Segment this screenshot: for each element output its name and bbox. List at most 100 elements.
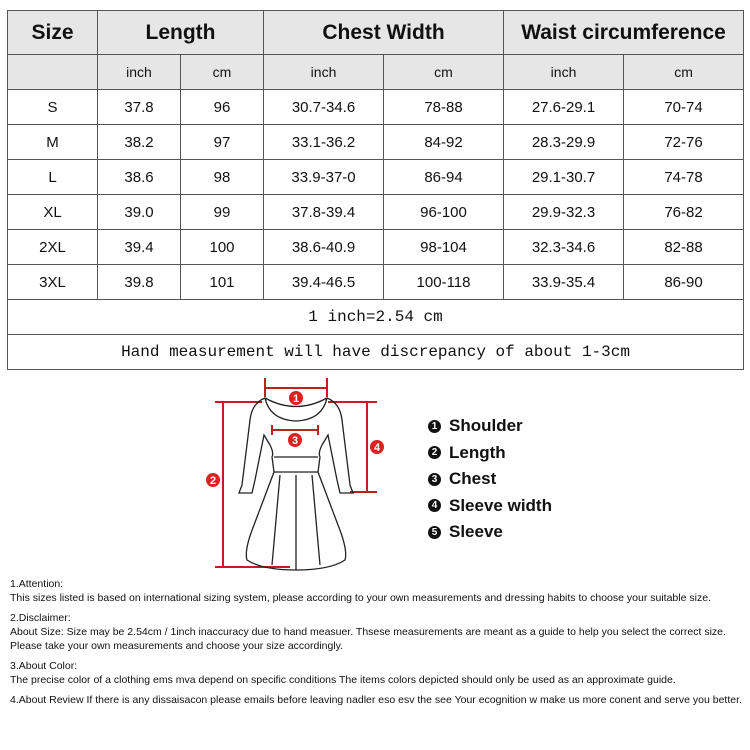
table-cell: 98 xyxy=(179,159,265,195)
table-cell: 39.4-46.5 xyxy=(263,264,385,300)
unit: cm xyxy=(623,54,745,90)
legend-item: 4 Sleeve width xyxy=(428,493,552,520)
table-cell: 100-118 xyxy=(383,264,505,300)
note-title: 2.Disclaimer: xyxy=(10,612,71,624)
note-title: 3.About Color: xyxy=(10,660,78,672)
table-cell: 99 xyxy=(179,194,265,230)
marker-2-icon xyxy=(206,473,220,487)
svg-text:1: 1 xyxy=(293,393,299,405)
svg-text:2: 2 xyxy=(210,475,216,487)
table-row: M 38.2 97 33.1-36.2 84-92 28.3-29.9 72-76 xyxy=(7,124,745,160)
unit: cm xyxy=(179,54,265,90)
size-chart-table: Size Length Chest Width Waist circumfere… xyxy=(6,10,745,370)
table-cell: 32.3-34.6 xyxy=(503,229,625,265)
number-badge-icon: 5 xyxy=(428,525,441,539)
table-cell: 97 xyxy=(179,124,265,160)
measure-lines xyxy=(215,378,377,568)
table-cell: 78-88 xyxy=(383,89,505,125)
discrepancy-note: Hand measurement will have discrepancy o… xyxy=(6,334,745,370)
table-cell: 33.1-36.2 xyxy=(263,124,385,160)
note-text: About Size: Size may be 2.54cm / 1inch i… xyxy=(10,626,726,652)
unit: inch xyxy=(97,54,181,90)
legend-label: Shoulder xyxy=(449,416,523,436)
dress-outline-icon xyxy=(238,397,354,571)
header-chest-width: Chest Width xyxy=(263,10,505,55)
number-badge-icon: 1 xyxy=(428,419,441,433)
table-cell: 29.9-32.3 xyxy=(503,194,625,230)
table-cell: 33.9-35.4 xyxy=(503,264,625,300)
table-cell: 86-90 xyxy=(623,264,745,300)
note-title: 1.Attention: xyxy=(10,578,64,590)
table-cell: 70-74 xyxy=(623,89,745,125)
legend-item: 2 Length xyxy=(428,440,552,467)
legend-item: 1 Shoulder xyxy=(428,413,552,440)
number-badge-icon: 3 xyxy=(428,472,441,486)
table-cell: 82-88 xyxy=(623,229,745,265)
legend-item: 3 Chest xyxy=(428,466,552,493)
table-cell: 39.8 xyxy=(97,264,181,300)
note-text: 4.About Review If there is any dissaisac… xyxy=(10,694,742,706)
marker-4-icon xyxy=(370,440,384,454)
header-size: Size xyxy=(7,10,98,55)
table-cell: 38.2 xyxy=(97,124,181,160)
dress-measurement-diagram: 1 2 3 4 xyxy=(206,378,384,571)
table-cell: XL xyxy=(7,194,98,230)
table-cell: 37.8-39.4 xyxy=(263,194,385,230)
table-row: 3XL 39.8 101 39.4-46.5 100-118 33.9-35.4 86-90 xyxy=(7,264,745,300)
header-length: Length xyxy=(96,10,265,55)
table-cell: 33.9-37-0 xyxy=(263,159,385,195)
note-item: 4.About Review If there is any dissaisac… xyxy=(10,693,750,707)
table-cell: 39.4 xyxy=(97,229,181,265)
legend-item: 5 Sleeve xyxy=(428,519,552,546)
table-cell: 96-100 xyxy=(383,194,505,230)
conversion-note: 1 inch=2.54 cm xyxy=(6,299,745,335)
note-item: 3.About Color: The precise color of a clo… xyxy=(10,659,750,687)
unit-blank xyxy=(7,54,98,90)
table-cell: 101 xyxy=(179,264,265,300)
table-cell: 76-82 xyxy=(623,194,745,230)
table-cell: 74-78 xyxy=(623,159,745,195)
table-cell: 38.6-40.9 xyxy=(263,229,385,265)
table-cell: 29.1-30.7 xyxy=(503,159,625,195)
table-cell: 98-104 xyxy=(383,229,505,265)
table-row: L 38.6 98 33.9-37-0 86-94 29.1-30.7 74-78 xyxy=(7,159,745,195)
legend-label: Sleeve xyxy=(449,522,503,542)
marker-1-icon xyxy=(289,391,303,405)
legend-label: Chest xyxy=(449,469,497,489)
table-cell: 3XL xyxy=(7,264,98,300)
table-cell: 72-76 xyxy=(623,124,745,160)
table-row: XL 39.0 99 37.8-39.4 96-100 29.9-32.3 76-82 xyxy=(7,194,745,230)
table-cell: 30.7-34.6 xyxy=(263,89,385,125)
note-item: 2.Disclaimer: About Size: Size may be 2.5… xyxy=(10,611,750,653)
table-cell: 38.6 xyxy=(97,159,181,195)
unit: inch xyxy=(263,54,385,90)
table-cell: L xyxy=(7,159,98,195)
header-waist: Waist circumference xyxy=(503,10,745,55)
number-badge-icon: 4 xyxy=(428,499,441,513)
legend-label: Length xyxy=(449,442,506,462)
number-badge-icon: 2 xyxy=(428,446,441,460)
svg-text:4: 4 xyxy=(374,442,381,454)
table-cell: M xyxy=(7,124,98,160)
notes-section: 1.Attention: This sizes listed is based o… xyxy=(10,577,750,713)
table-cell: 37.8 xyxy=(97,89,181,125)
measurement-legend: 1 Shoulder 2 Length 3 Chest 4 Sleeve width 5 Slee… xyxy=(428,413,552,546)
table-cell: 96 xyxy=(179,89,265,125)
note-text: The precise color of a clothing ems mva … xyxy=(10,674,676,686)
table-cell: 39.0 xyxy=(97,194,181,230)
table-cell: S xyxy=(7,89,98,125)
legend-label: Sleeve width xyxy=(449,495,552,515)
marker-3-icon xyxy=(288,433,302,447)
table-cell: 27.6-29.1 xyxy=(503,89,625,125)
unit: cm xyxy=(383,54,505,90)
table-cell: 28.3-29.9 xyxy=(503,124,625,160)
table-cell: 84-92 xyxy=(383,124,505,160)
note-text: This sizes listed is based on internatio… xyxy=(10,592,711,604)
note-item: 1.Attention: This sizes listed is based o… xyxy=(10,577,750,605)
unit: inch xyxy=(503,54,625,90)
table-cell: 86-94 xyxy=(383,159,505,195)
table-cell: 100 xyxy=(179,229,265,265)
svg-text:3: 3 xyxy=(292,435,298,447)
table-row: S 37.8 96 30.7-34.6 78-88 27.6-29.1 70-74 xyxy=(7,89,745,125)
table-cell: 2XL xyxy=(7,229,98,265)
